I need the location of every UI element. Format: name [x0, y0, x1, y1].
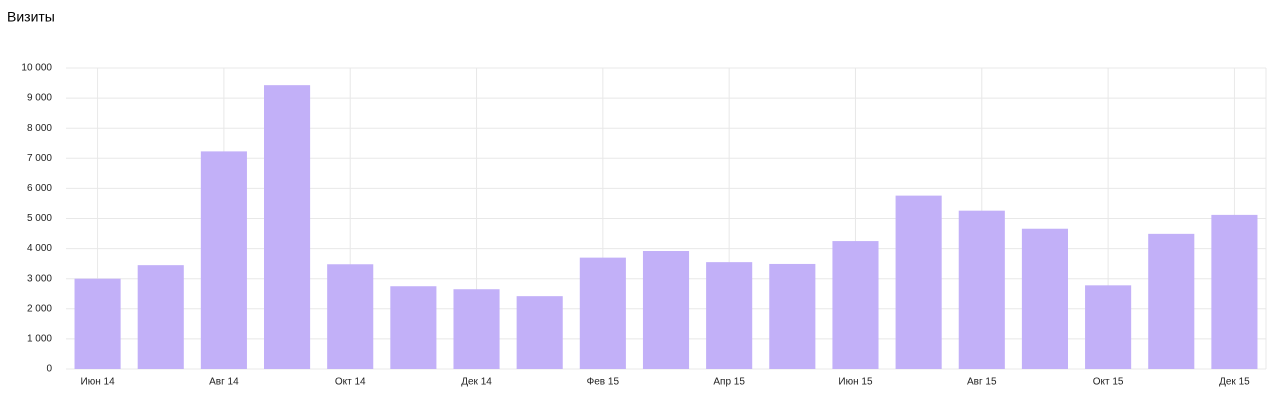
y-tick-label: 5 000 [27, 213, 52, 224]
y-tick-label: 0 [46, 364, 52, 375]
y-tick-label: 2 000 [27, 303, 52, 314]
y-tick-label: 9 000 [27, 93, 52, 104]
x-tick-label: Окт 14 [335, 377, 366, 388]
bar [832, 241, 879, 369]
bar [895, 195, 942, 369]
bar [769, 263, 816, 369]
bar [579, 257, 626, 369]
y-tick-label: 8 000 [27, 123, 52, 134]
chart-title: Визиты [7, 9, 55, 25]
bar [1021, 228, 1068, 369]
y-tick-label: 10 000 [21, 63, 52, 74]
bar [390, 286, 437, 369]
x-tick-label: Окт 15 [1093, 377, 1124, 388]
bar [516, 296, 563, 369]
bar [1085, 285, 1132, 369]
y-tick-label: 4 000 [27, 243, 52, 254]
bar [1148, 233, 1195, 369]
bar [706, 262, 753, 369]
x-tick-label: Фев 15 [587, 377, 620, 388]
bar [453, 289, 500, 369]
y-tick-label: 1 000 [27, 334, 52, 345]
x-tick-label: Дек 14 [461, 377, 492, 388]
x-tick-label: Авг 14 [209, 377, 239, 388]
x-tick-label: Апр 15 [713, 377, 745, 388]
x-tick-label: Июн 14 [81, 377, 116, 388]
bar [200, 151, 247, 369]
y-tick-label: 6 000 [27, 183, 52, 194]
bar [642, 251, 690, 369]
bar [958, 210, 1005, 369]
y-tick-label: 3 000 [27, 273, 52, 284]
x-tick-label: Июн 15 [838, 377, 873, 388]
bar [74, 278, 121, 369]
bar [1211, 214, 1258, 369]
bar [137, 265, 184, 369]
x-tick-label: Авг 15 [967, 377, 997, 388]
bar [264, 85, 311, 370]
y-tick-label: 7 000 [27, 153, 52, 164]
x-tick-label: Дек 15 [1219, 377, 1250, 388]
bar [327, 264, 374, 369]
